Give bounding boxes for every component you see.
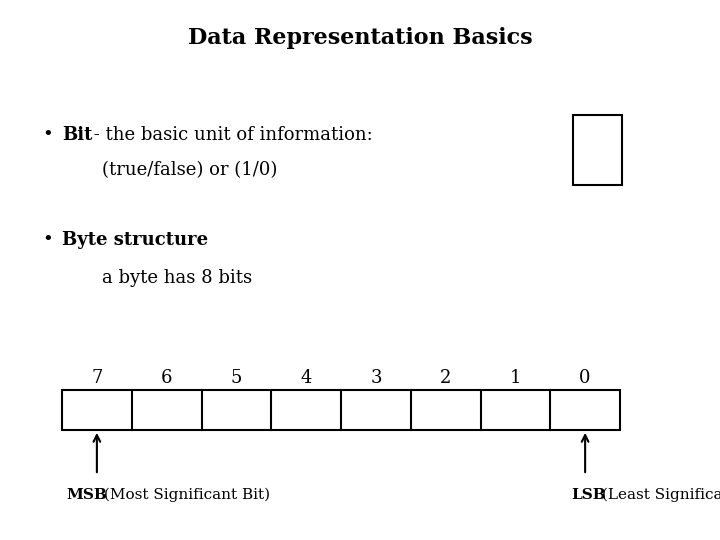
Text: 7: 7	[91, 369, 102, 387]
Text: :: :	[180, 231, 186, 249]
Text: •: •	[42, 126, 53, 144]
Text: Data Representation Basics: Data Representation Basics	[188, 27, 532, 49]
Text: 5: 5	[230, 369, 242, 387]
Text: MSB: MSB	[67, 488, 108, 502]
Bar	[62, 390, 620, 430]
Text: 4: 4	[300, 369, 312, 387]
Text: 2: 2	[440, 369, 451, 387]
Text: - the basic unit of information:: - the basic unit of information:	[88, 126, 373, 144]
Text: Bit: Bit	[62, 126, 92, 144]
Bar	[573, 115, 622, 185]
Text: (true/false) or (1/0): (true/false) or (1/0)	[102, 161, 277, 179]
Text: LSB: LSB	[571, 488, 606, 502]
Text: a byte has 8 bits: a byte has 8 bits	[102, 269, 252, 287]
Text: (Least Significant Bit): (Least Significant Bit)	[597, 488, 720, 502]
Text: 3: 3	[370, 369, 382, 387]
Text: (Most Significant Bit): (Most Significant Bit)	[99, 488, 270, 502]
Text: Byte structure: Byte structure	[62, 231, 208, 249]
Text: 0: 0	[580, 369, 591, 387]
Text: 1: 1	[510, 369, 521, 387]
Text: •: •	[42, 231, 53, 249]
Text: 6: 6	[161, 369, 172, 387]
